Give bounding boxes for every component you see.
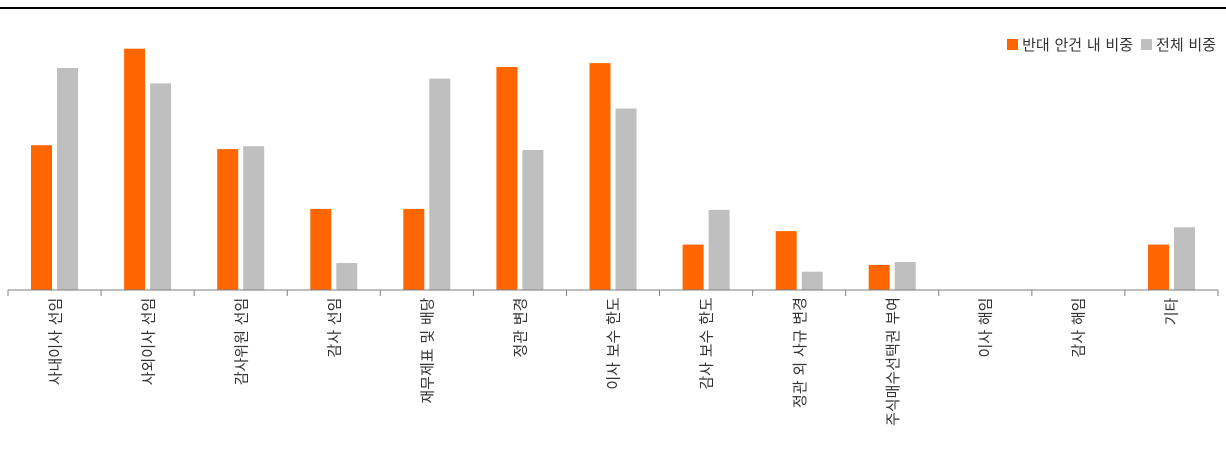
- x-tick-label: 감사 해임: [1069, 297, 1088, 357]
- bar-series-2: [801, 271, 823, 290]
- bar-series-2: [336, 263, 358, 290]
- bar-series-1: [868, 264, 890, 290]
- bar-series-2: [57, 68, 78, 290]
- x-tick-label: 기타: [1162, 297, 1181, 325]
- bar-series-2: [708, 209, 730, 290]
- bar-series-1: [682, 244, 704, 290]
- x-tick-label: 사외이사 선임: [138, 297, 157, 385]
- bar-series-2: [243, 146, 265, 290]
- legend-label-series-2: 전체 비중: [1156, 36, 1216, 54]
- bar-series-1: [31, 145, 52, 290]
- legend-swatch-series-2: [1141, 39, 1153, 50]
- bars-group: [31, 48, 1195, 291]
- x-tick-label: 주식매수선택권 부여: [883, 297, 902, 426]
- legend-item-series-1: 반대 안건 내 비중: [1007, 34, 1133, 55]
- legend-swatch-series-1: [1007, 39, 1019, 50]
- bar-series-1: [1148, 244, 1169, 290]
- legend-label-series-1: 반대 안건 내 비중: [1022, 36, 1134, 54]
- x-tick-label: 이사 해임: [976, 297, 995, 357]
- x-tick-label: 재무제표 및 배당: [418, 296, 437, 404]
- bar-series-1: [775, 231, 797, 290]
- bar-series-2: [429, 78, 451, 290]
- bar-series-1: [217, 149, 239, 290]
- bar-series-2: [1174, 227, 1195, 291]
- x-tick-label: 감사위원 선임: [231, 297, 250, 385]
- x-axis: [7, 289, 1219, 296]
- bar-series-1: [310, 208, 332, 290]
- bar-series-2: [894, 262, 916, 290]
- bar-series-2: [150, 83, 172, 291]
- legend: 반대 안건 내 비중 전체 비중: [999, 34, 1216, 55]
- x-tick-label: 감사 보수 한도: [697, 296, 716, 390]
- bar-series-1: [589, 63, 611, 290]
- legend-item-series-2: 전체 비중: [1141, 34, 1216, 55]
- bar-series-2: [522, 150, 544, 290]
- bar-series-1: [403, 208, 425, 290]
- x-tick-label: 감사 선임: [325, 297, 344, 357]
- x-tick-label: 이사 보수 한도: [604, 296, 623, 390]
- x-tick-label: 정관 외 사규 변경: [790, 297, 809, 408]
- bar-series-1: [124, 48, 146, 291]
- x-tick-label: 사내이사 선임: [45, 297, 64, 385]
- x-tick-label: 정관 변경: [511, 297, 530, 357]
- bar-series-2: [615, 108, 637, 290]
- bar-series-1: [496, 67, 518, 290]
